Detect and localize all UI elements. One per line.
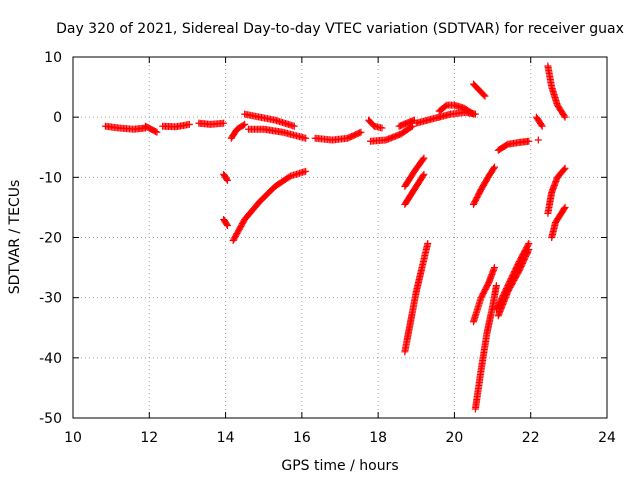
series-arc-17: [401, 154, 428, 190]
data-point: [524, 241, 532, 249]
data-point: [561, 203, 569, 211]
data-point: [490, 164, 498, 172]
x-tick-label: 22: [522, 430, 540, 446]
data-point: [490, 264, 498, 272]
series-arc-6: [220, 215, 231, 229]
grid-lines: [73, 57, 607, 418]
series-arc-16: [401, 240, 432, 356]
data-point: [378, 124, 386, 132]
x-axis-label: GPS time / hours: [281, 458, 398, 474]
y-axis-label: SDTVAR / TECUs: [7, 180, 23, 295]
y-tick-label: -30: [39, 291, 62, 307]
data-point: [302, 167, 310, 175]
series-arc-3: [159, 120, 193, 131]
x-tick-label: 20: [446, 430, 464, 446]
data-point: [492, 282, 500, 290]
data-point: [560, 112, 568, 120]
series-arc-11: [311, 128, 365, 144]
data-point: [538, 122, 546, 130]
data-point: [537, 121, 545, 129]
series-arc-13: [367, 122, 416, 145]
series-arc-29: [534, 136, 542, 144]
data-point: [560, 165, 568, 173]
series-arc-21: [470, 80, 489, 100]
series-arc-32: [548, 203, 569, 241]
data-point: [420, 170, 428, 178]
series-arc-22: [470, 163, 498, 208]
x-tick-label: 16: [293, 430, 311, 446]
data-point: [239, 121, 247, 129]
data-point: [534, 136, 542, 144]
data-point: [241, 120, 249, 128]
series-arc-31: [544, 164, 569, 217]
data-point: [525, 246, 533, 254]
series-arc-27: [494, 246, 533, 320]
data-point: [471, 110, 479, 118]
data-point: [357, 128, 365, 136]
series-arc-8: [229, 167, 310, 245]
data-point: [560, 205, 568, 213]
data-point: [424, 240, 432, 248]
x-tick-label: 12: [140, 430, 158, 446]
data-point: [525, 240, 533, 248]
data-point: [220, 119, 228, 127]
data-point: [561, 113, 569, 121]
data-point: [419, 172, 427, 180]
series-arc-9: [241, 110, 298, 130]
data-point: [223, 221, 231, 229]
data-point: [152, 128, 160, 136]
series-arc-30: [544, 62, 569, 121]
series-arc-15: [412, 113, 443, 127]
series-arc-25: [494, 137, 533, 154]
series-arc-7: [227, 120, 249, 142]
x-tick-label: 10: [64, 430, 82, 446]
data-point: [290, 122, 298, 130]
y-tick-label: 10: [44, 50, 62, 66]
series-arc-20: [435, 108, 479, 121]
y-tick-label: -50: [39, 411, 62, 427]
y-tick-label: -40: [39, 351, 62, 367]
series-arc-18: [401, 170, 428, 208]
data-point: [356, 129, 364, 137]
data-point: [561, 164, 569, 172]
series-arc-14: [395, 116, 418, 130]
x-tick-label: 14: [217, 430, 235, 446]
data-point: [481, 92, 489, 100]
data-point: [223, 220, 231, 228]
data-points: [101, 62, 569, 413]
series-arc-10: [244, 125, 310, 142]
data-point: [490, 163, 498, 171]
series-arc-28: [532, 113, 546, 130]
data-point: [419, 155, 427, 163]
y-tick-label: -10: [39, 170, 62, 186]
chart-title: Day 320 of 2021, Sidereal Day-to-day VTE…: [56, 21, 624, 37]
data-point: [480, 91, 488, 99]
x-tick-label: 24: [598, 430, 616, 446]
data-point: [408, 122, 416, 130]
data-point: [407, 123, 415, 131]
data-point: [525, 137, 533, 145]
series-arc-12: [365, 116, 386, 132]
data-point: [524, 247, 532, 255]
series-arc-23: [470, 264, 498, 326]
data-point: [302, 134, 310, 142]
series-arc-2: [141, 122, 161, 136]
data-point: [223, 176, 231, 184]
series-arc-5: [220, 170, 231, 184]
data-point: [153, 128, 161, 136]
x-tick-label: 18: [369, 430, 387, 446]
series-arc-4: [195, 119, 228, 128]
data-point: [185, 120, 193, 128]
y-tick-label: 0: [53, 110, 62, 126]
series-arc-24: [471, 282, 500, 413]
series-arc-1: [101, 122, 149, 133]
data-point: [223, 175, 231, 183]
y-tick-label: -20: [39, 231, 62, 247]
axis-ticks: 10 12 14 16 18 20 22 24 10 0 -10 -20 -30 -40 -50: [39, 50, 616, 446]
data-point: [420, 154, 428, 162]
